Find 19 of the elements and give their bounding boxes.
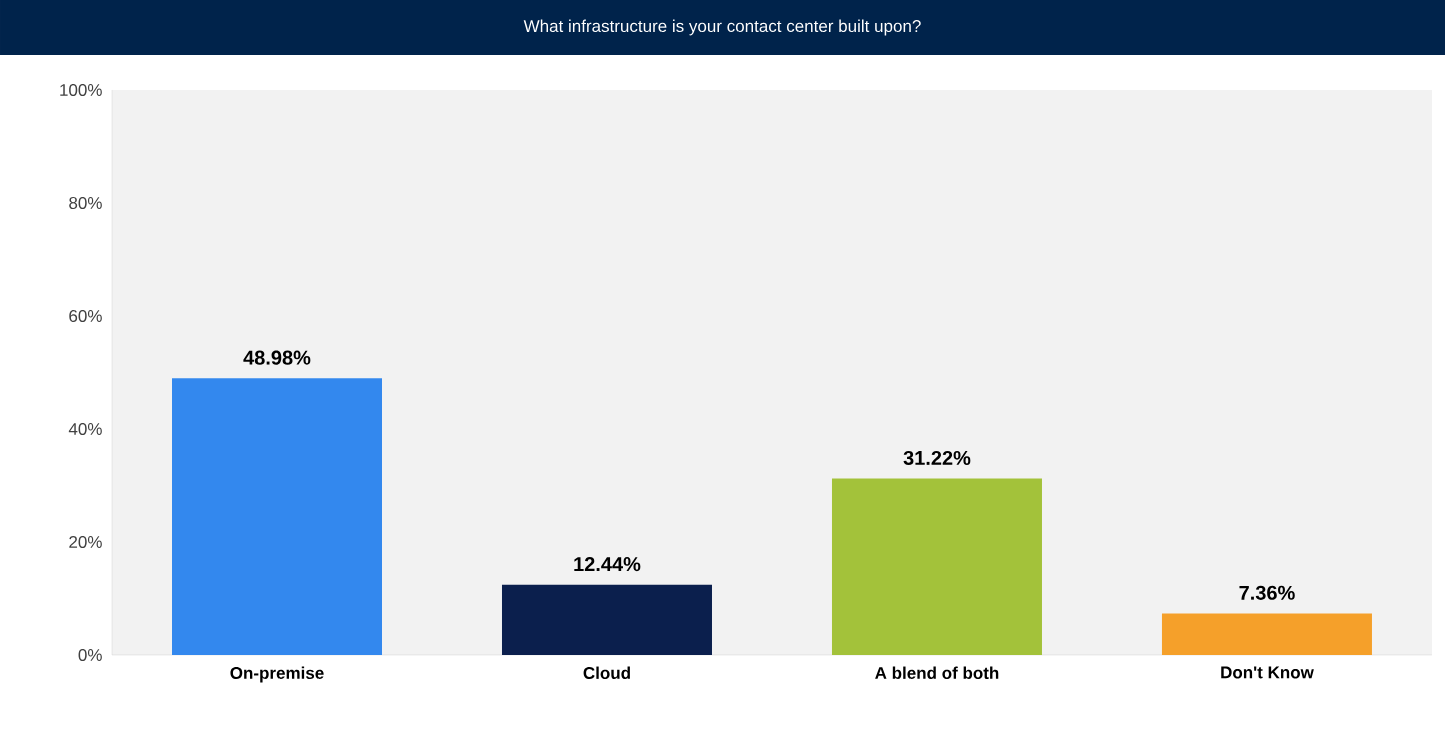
bar (831, 478, 1042, 655)
bar (501, 584, 712, 655)
y-tick-label: 100% (60, 83, 102, 97)
x-tick-label: A blend of both (875, 666, 999, 680)
y-tick-label: 80% (69, 196, 102, 210)
x-tick-label: On-premise (230, 666, 324, 683)
data-label: 48.98% (243, 350, 311, 365)
x-tick-label: Cloud (583, 666, 630, 680)
data-label: 31.22% (903, 450, 971, 466)
chart-title: What infrastructure is your contact center built upon? (523, 19, 921, 36)
bar (1161, 613, 1372, 655)
y-tick-label: 20% (69, 535, 102, 549)
y-tick-label: 60% (69, 309, 102, 323)
x-tick-label: Don't Know (1221, 666, 1314, 679)
data-label: 12.44% (574, 557, 641, 572)
y-tick-label: 40% (68, 422, 102, 436)
bar (172, 378, 382, 655)
y-tick-label: 0% (78, 648, 102, 662)
data-label: 7.36% (1239, 585, 1295, 600)
